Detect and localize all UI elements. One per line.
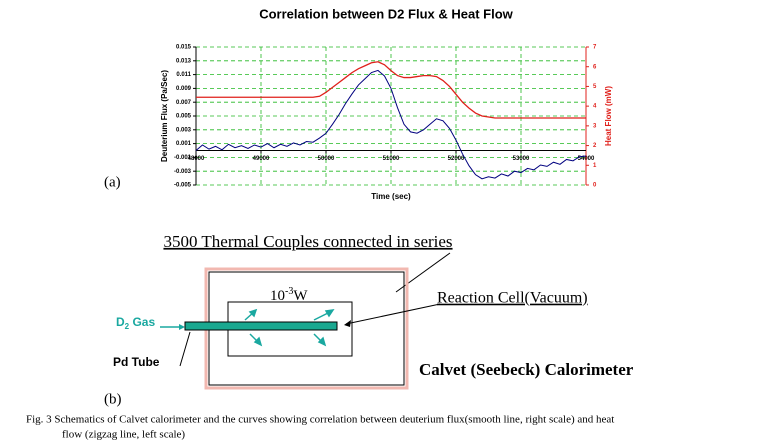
y2-tick-label: 0 <box>593 183 597 189</box>
cell-label: Reaction Cell(Vacuum) <box>437 290 588 307</box>
y-tick-label: 0.015 <box>176 45 192 51</box>
calorimeter-label: Calvet (Seebeck) Calorimeter <box>419 360 634 379</box>
tube-label: Pd Tube <box>113 355 160 369</box>
pd-tube <box>184 321 338 331</box>
x-tick-label: 52000 <box>448 156 465 162</box>
y-tick-label: -0.005 <box>174 183 192 189</box>
arrow-head <box>179 324 185 330</box>
y-tick-label: -0.001 <box>174 155 192 161</box>
y-tick-label: 0.013 <box>176 58 192 64</box>
power-unit: W <box>293 288 308 304</box>
power-base: 10 <box>270 288 285 304</box>
y-tick-label: 0.011 <box>176 72 191 78</box>
y-tick-label: 0.001 <box>176 141 192 147</box>
y2-axis-label: Heat Flow (mW) <box>604 86 613 146</box>
data-line <box>195 69 587 180</box>
caption-line: flow (zigzag line, left scale) <box>62 429 185 441</box>
x-tick-label: 51000 <box>383 156 400 162</box>
y-tick-label: 0.009 <box>176 86 192 92</box>
gas-base: D <box>116 315 125 329</box>
y-tick-label: -0.003 <box>174 169 192 175</box>
caption-line: Fig. 3 Schematics of Calvet calorimeter … <box>26 414 614 426</box>
panel-label: (b) <box>104 391 122 407</box>
leader-line <box>179 331 191 367</box>
power-label: 10-3W <box>270 286 308 304</box>
y-tick-label: 0.005 <box>176 114 192 120</box>
gas-rest: Gas <box>129 315 155 329</box>
y2-tick-label: 4 <box>593 104 597 110</box>
arrow-head <box>344 320 351 327</box>
x-tick-label: 50000 <box>318 156 335 162</box>
chart-title: Correlation between D2 Flux & Heat Flow <box>259 6 513 21</box>
gas-sub: 2 <box>125 322 130 331</box>
panel-label: (a) <box>104 174 121 190</box>
y-tick-label: 0.003 <box>176 127 192 133</box>
x-tick-label: 53000 <box>513 156 530 162</box>
thermocouple-label: 3500 Thermal Couples connected in series <box>163 232 452 251</box>
y2-tick-label: 7 <box>593 45 597 51</box>
heat-arrows <box>244 308 335 347</box>
leader-line <box>395 252 451 293</box>
power-exponent: -3 <box>285 286 293 297</box>
y2-tick-label: 5 <box>593 84 597 90</box>
plot: -0.005 -0.003 -0.001 0.001 0.003 0.005 0.007 0.… <box>174 45 597 189</box>
y-axis-label: Deuterium Flux (Pa/Sec) <box>160 70 169 162</box>
x-tick-label: 49000 <box>253 156 270 162</box>
x-axis-label: Time (sec) <box>371 192 411 201</box>
y2-tick-label: 3 <box>593 123 597 129</box>
gas-label: D2 Gas <box>116 315 155 331</box>
data-line <box>196 61 586 119</box>
y2-tick-label: 6 <box>593 64 597 70</box>
y2-tick-label: 1 <box>593 163 597 169</box>
y2-tick-label: 2 <box>593 143 597 149</box>
leader-line <box>345 303 441 325</box>
y-tick-label: 0.007 <box>176 100 192 106</box>
